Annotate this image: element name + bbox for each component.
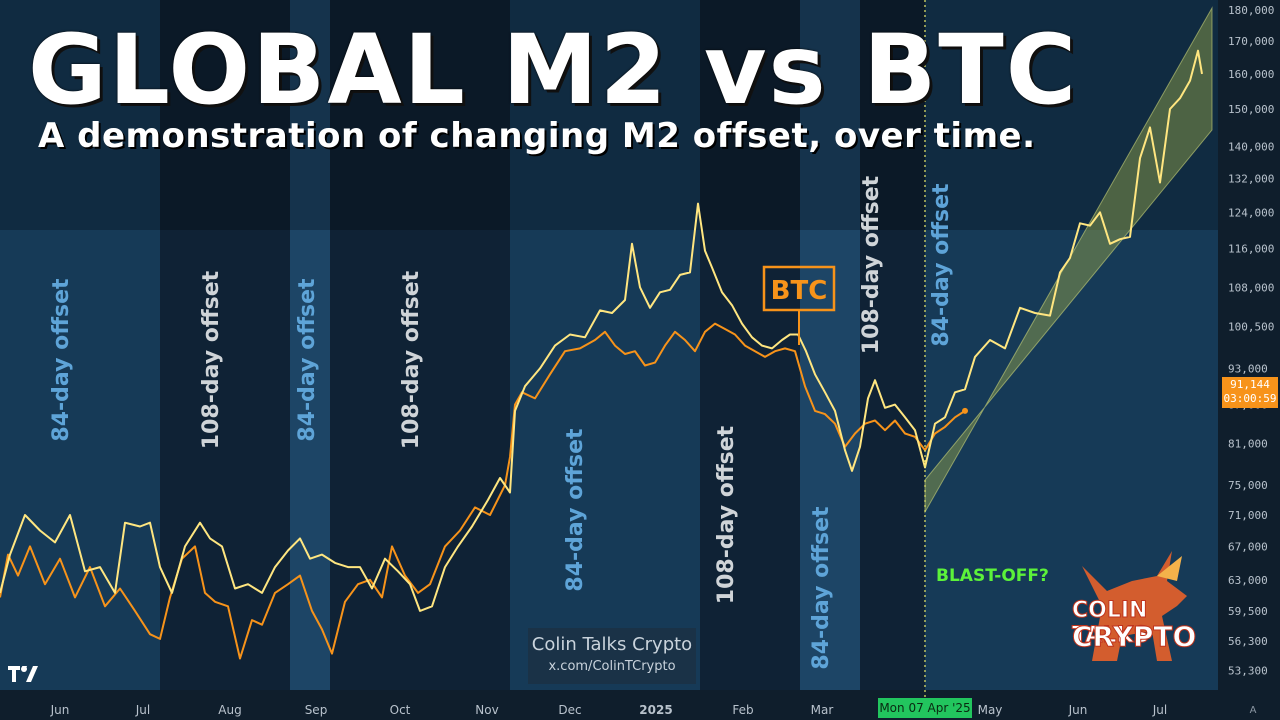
x-tick-label: Dec: [558, 703, 581, 717]
m2-line: [0, 49, 1203, 612]
offset-band: [290, 0, 330, 690]
x-tick-label: Jul: [135, 703, 150, 717]
offset-label: 84-day offset: [295, 278, 320, 442]
x-tick-label: Aug: [218, 703, 241, 717]
watermark: Colin Talks Crypto x.com/ColinTCrypto: [528, 628, 696, 684]
btc-label: BTC: [771, 276, 828, 306]
x-tick-label: Jun: [1068, 703, 1088, 717]
x-tick-label: 2025: [639, 703, 672, 717]
series-lines: [0, 49, 1203, 660]
offset-band: [800, 0, 860, 690]
crosshair-date-badge: Mon 07 Apr '25: [878, 698, 972, 718]
brand-line1: COLIN TALKS: [1072, 598, 1150, 649]
btc-last-point: [962, 407, 968, 414]
y-tick-label: 71,000: [1228, 509, 1268, 522]
offset-label: 108-day offset: [399, 270, 424, 449]
current-price-value: 91,144: [1230, 378, 1270, 391]
offset-labels: 84-day offset 108-day offset 84-day offset…: [49, 175, 954, 669]
offset-label: 84-day offset: [563, 428, 588, 592]
x-tick-label: May: [978, 703, 1003, 717]
x-tick-label: Oct: [390, 703, 411, 717]
y-tick-label: 140,000: [1228, 140, 1274, 153]
offset-band: [0, 0, 160, 690]
y-tick-label: 124,000: [1228, 206, 1274, 219]
brand-line2: CRYPTO: [1071, 620, 1197, 654]
x-tick-label: Feb: [732, 703, 753, 717]
x-axis-background: [0, 690, 1218, 720]
y-tick-label: 75,000: [1228, 479, 1268, 492]
offset-band: [160, 0, 290, 690]
y-tick-label: 170,000: [1228, 35, 1274, 48]
y-tick-label: 132,000: [1228, 172, 1274, 185]
candle-countdown: 03:00:59: [1223, 392, 1277, 405]
offset-label: 84-day offset: [929, 183, 954, 347]
y-tick-label: 180,000: [1228, 4, 1274, 17]
title-shade: [0, 0, 1218, 230]
y-tick-label: 150,000: [1228, 103, 1274, 116]
page-title: GLOBAL M2 vs BTC: [28, 14, 1079, 126]
offset-label: 84-day offset: [809, 506, 834, 670]
y-tick-label: 63,000: [1228, 574, 1268, 587]
x-tick-label: Jul: [1152, 703, 1167, 717]
y-tick-label: 160,000: [1228, 68, 1274, 81]
bull-icon: [1082, 551, 1187, 661]
x-tick-label: Nov: [475, 703, 498, 717]
y-tick-label: 93,000: [1228, 362, 1268, 375]
watermark-name: Colin Talks Crypto: [531, 634, 693, 655]
y-tick-label: 116,000: [1228, 242, 1274, 255]
auto-scale-letter[interactable]: A: [1250, 705, 1257, 716]
y-axis: 180,000 170,000 160,000 150,000 140,000 132,0…: [1228, 4, 1274, 678]
offset-label: 108-day offset: [859, 175, 884, 354]
y-tick-label: 67,000: [1228, 540, 1268, 553]
y-tick-label: 56,300: [1228, 635, 1268, 648]
page-subtitle: A demonstration of changing M2 offset, o…: [38, 116, 1036, 156]
y-tick-label: 100,500: [1228, 320, 1274, 333]
x-tick-label: Mar: [811, 703, 834, 717]
offset-label: 84-day offset: [49, 278, 74, 442]
offset-band: [510, 0, 700, 690]
annotations: BTC BLAST-OFF?: [762, 0, 1049, 698]
watermark-link: x.com/ColinTCrypto: [548, 659, 676, 674]
offset-label: 108-day offset: [199, 270, 224, 449]
y-tick-label: 81,000: [1228, 437, 1268, 450]
y-tick-label: 108,000: [1228, 281, 1274, 294]
current-price-badge: 91,144 03:00:59: [1222, 377, 1278, 408]
x-tick-label: Jun: [50, 703, 70, 717]
offset-band: [330, 0, 510, 690]
y-axis-background: [1218, 0, 1280, 720]
x-tick-label: Sep: [305, 703, 328, 717]
offset-band: [860, 0, 925, 690]
x-axis: Jun Jul Aug Sep Oct Nov Dec 2025 Feb Mar May Jun Jul…: [50, 703, 1257, 717]
y-tick-label: 59,500: [1228, 605, 1268, 618]
offset-band: [700, 0, 800, 690]
offset-label: 108-day offset: [714, 425, 739, 604]
y-tick-label: 53,300: [1228, 665, 1268, 678]
btc-line: [0, 322, 966, 660]
colin-talks-crypto-logo: COLIN TALKS CRYPTO: [1062, 536, 1212, 676]
blastoff-label: BLAST-OFF?: [936, 566, 1049, 586]
